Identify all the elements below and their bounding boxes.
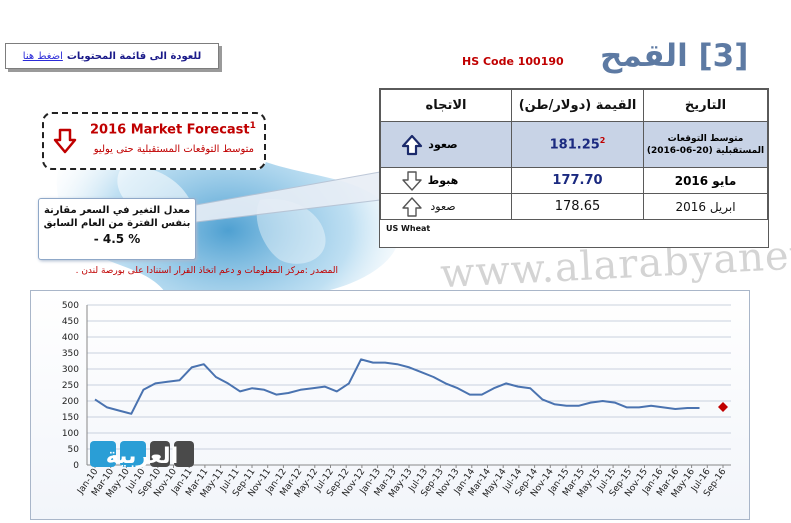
series-line: [94, 358, 700, 415]
price-chart: 0 50 100 150 200 250 300 350 400 450 500 Jan-10 Mar-…: [30, 290, 750, 520]
row-date: متوسط التوقعات المستقبلية (20-06-2016): [643, 121, 768, 168]
y-tick-label: 150: [62, 413, 79, 423]
up-arrow-icon: [402, 196, 422, 217]
down-arrow-icon: [402, 170, 422, 191]
source-note: المصدر :مركز المعلومات و دعم اتخاذ القرا…: [75, 266, 338, 276]
hs-code: HS Code 100190: [462, 55, 564, 68]
row-value: 178.65: [511, 193, 644, 220]
down-arrow-icon: [53, 128, 77, 154]
back-to-contents: للعودة الى قائمة المحتويات اضغط هنا: [5, 43, 219, 69]
y-tick-label: 350: [62, 349, 79, 359]
table-row: مايو 2016 177.70 هبوط: [380, 167, 768, 194]
up-arrow-icon: [401, 134, 423, 155]
y-tick-label: 500: [62, 301, 79, 311]
alarabya-logo: العربية: [90, 441, 194, 469]
forecast-box: 2016 Market Forecast1 متوسط التوقعات الم…: [42, 112, 266, 170]
row-direction: صعود: [380, 121, 512, 168]
table-row: متوسط التوقعات المستقبلية (20-06-2016) 1…: [380, 121, 768, 168]
forecast-title: 2016 Market Forecast1: [90, 121, 256, 138]
back-prefix: للعودة الى قائمة المحتويات: [66, 50, 202, 62]
table-footnote: US Wheat: [386, 224, 431, 233]
y-tick-label: 200: [62, 397, 79, 407]
y-tick-label: 300: [62, 365, 79, 375]
table-row: ابريل 2016 178.65 صعود: [380, 193, 768, 220]
y-tick-label: 0: [73, 461, 79, 471]
row-date: ابريل 2016: [643, 193, 768, 220]
price-change-box: معدل التغير في السعر مقارنة بنفس الفترة …: [38, 198, 196, 260]
change-label-1: معدل التغير في السعر مقارنة: [43, 205, 191, 216]
y-tick-label: 250: [62, 381, 79, 391]
header-date: التاريخ: [643, 89, 768, 122]
y-tick-label: 100: [62, 429, 79, 439]
header-direction: الاتجاه: [380, 89, 512, 122]
y-tick-label: 50: [68, 445, 80, 455]
callout-pointer: [196, 171, 381, 223]
row-value: 177.70: [511, 167, 644, 194]
forecast-subtitle: متوسط التوقعات المستقبلية حتى يوليو: [93, 144, 254, 155]
row-value: 181.252: [511, 121, 644, 168]
row-date: مايو 2016: [643, 167, 768, 194]
logo-text: العربية: [106, 444, 179, 469]
change-label-2: بنفس الفترة من العام السابق: [43, 218, 191, 229]
chart-canvas: 050100150200250300350400450500Jan-10Mar-…: [62, 301, 731, 500]
header-value: القيمة (دولار/طن): [511, 89, 644, 122]
row-direction: صعود: [380, 193, 512, 220]
y-tick-label: 450: [62, 317, 79, 327]
y-tick-label: 400: [62, 333, 79, 343]
page-title: [3] القمح: [600, 38, 749, 74]
forecast-point: [718, 402, 728, 412]
back-link[interactable]: اضغط هنا: [22, 50, 63, 62]
row-direction: هبوط: [380, 167, 512, 194]
price-table: التاريخ القيمة (دولار/طن) الاتجاه متوسط …: [379, 88, 769, 248]
change-value: - 4.5 %: [93, 232, 141, 246]
